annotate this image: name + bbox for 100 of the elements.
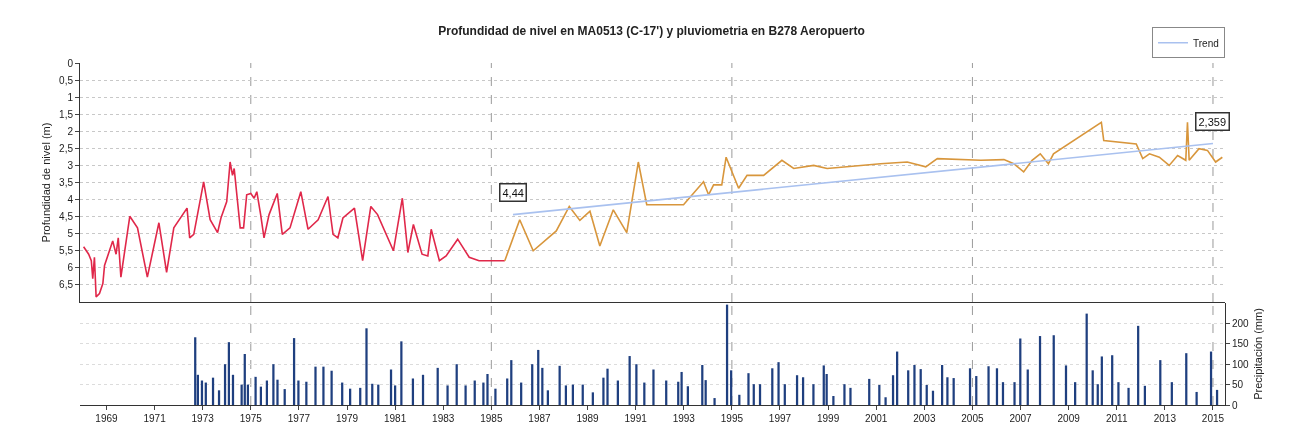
bar — [486, 373, 489, 405]
bar — [713, 398, 716, 405]
x-tick-label: 2011 — [1105, 413, 1128, 424]
bar — [217, 390, 221, 405]
bar — [1117, 382, 1120, 405]
x-tick-label: 1969 — [95, 413, 119, 424]
bar — [801, 377, 805, 405]
x-tick-label: 1987 — [528, 413, 551, 424]
x-tick-label: 2009 — [1057, 413, 1081, 424]
bar — [795, 375, 799, 405]
bar — [314, 366, 317, 405]
bar — [1013, 382, 1016, 405]
x-tick-label: 1979 — [335, 413, 359, 424]
y-tick-label: 1 — [67, 91, 74, 103]
bar — [884, 397, 887, 405]
y2-tick-label: 200 — [1232, 317, 1250, 329]
y-tick-label: 0,5 — [59, 74, 74, 86]
bar — [812, 384, 815, 405]
bar — [686, 386, 689, 405]
x-tick-label: 1971 — [143, 413, 167, 424]
x-tick-label: 2001 — [865, 413, 888, 424]
x-tick-label: 1995 — [720, 413, 744, 424]
y-tick-label: 2 — [67, 125, 74, 137]
bar — [400, 341, 403, 405]
bar — [680, 371, 683, 405]
bar — [907, 370, 910, 405]
y-tick-label: 3,5 — [59, 177, 74, 188]
y-tick-label: 2,5 — [59, 142, 74, 154]
x-tick-label: 1991 — [624, 413, 648, 424]
bar — [1195, 391, 1198, 405]
bar — [1100, 356, 1103, 405]
y-tick-label: 5,5 — [59, 245, 74, 257]
x-tick-label: 1985 — [480, 413, 503, 424]
bar — [464, 385, 467, 405]
bar — [254, 376, 257, 405]
x-tick-label: 1973 — [191, 413, 215, 424]
bar — [730, 370, 733, 405]
bar — [411, 378, 415, 405]
y2-axis-title: Precipitación (mm) — [1252, 308, 1265, 400]
bar — [849, 387, 852, 405]
x-tick-label: 1993 — [672, 413, 696, 424]
x-tick-label: 1981 — [383, 413, 407, 424]
y-tick-label: 3 — [67, 159, 74, 171]
bar — [322, 366, 325, 405]
x-tick-label: 2005 — [961, 413, 984, 424]
bar — [832, 396, 835, 405]
bar — [987, 366, 990, 405]
y-tick-label: 6,5 — [59, 279, 74, 291]
bar — [777, 362, 780, 405]
bar — [1064, 365, 1068, 405]
bar — [564, 385, 568, 405]
y-tick-label: 4,5 — [59, 211, 74, 223]
bar — [1091, 370, 1094, 405]
bar — [272, 364, 275, 405]
bar — [393, 385, 397, 405]
bar — [1001, 382, 1005, 405]
legend-label: Trend — [1193, 37, 1219, 49]
x-tick-label: 1989 — [576, 413, 600, 424]
y2-tick-label: 0 — [1232, 399, 1238, 411]
x-tick-label: 2003 — [913, 413, 936, 424]
bar — [946, 377, 949, 405]
bar — [913, 365, 916, 405]
y-axis-title: Profundidad de nivel (m) — [39, 122, 52, 243]
bar — [606, 368, 609, 405]
x-tick-label: 1999 — [816, 413, 840, 424]
bar — [1038, 336, 1042, 405]
x-tick-label: 1983 — [432, 413, 455, 424]
bar — [843, 384, 846, 405]
x-tick-label: 1975 — [239, 413, 263, 424]
bar — [446, 385, 449, 405]
bar — [365, 328, 368, 405]
bar — [546, 390, 549, 405]
bar — [330, 370, 333, 405]
chart-title: Profundidad de nivel en MA0513 (C-17') y pluviometria en B278 Aeropuerto — [438, 23, 865, 38]
bar — [1170, 382, 1173, 405]
bar — [506, 378, 509, 405]
bar — [297, 380, 300, 405]
bar — [822, 365, 825, 405]
y2-tick-label: 50 — [1232, 379, 1244, 391]
x-tick-label: 2013 — [1153, 413, 1177, 424]
bar — [747, 373, 750, 405]
x-tick-label: 2015 — [1201, 413, 1225, 424]
bar — [635, 364, 638, 405]
bar — [591, 392, 594, 405]
y2-tick-label: 100 — [1232, 358, 1250, 370]
y-tick-label: 4 — [67, 194, 74, 206]
x-tick-label: 1977 — [287, 413, 311, 424]
annotation: 4,44 — [502, 186, 524, 199]
y-tick-label: 1,5 — [59, 108, 74, 120]
bar — [1127, 387, 1130, 405]
y-tick-label: 5 — [67, 228, 74, 240]
annotation: 2,359 — [1198, 115, 1227, 128]
y-tick-label: 6 — [67, 262, 74, 274]
x-tick-label: 1997 — [768, 413, 792, 424]
y2-tick-label: 150 — [1232, 338, 1250, 350]
y-tick-label: 0 — [67, 57, 74, 69]
bar — [652, 369, 655, 405]
bar — [1074, 382, 1077, 405]
x-tick-label: 2007 — [1009, 413, 1033, 424]
bar — [891, 375, 895, 405]
